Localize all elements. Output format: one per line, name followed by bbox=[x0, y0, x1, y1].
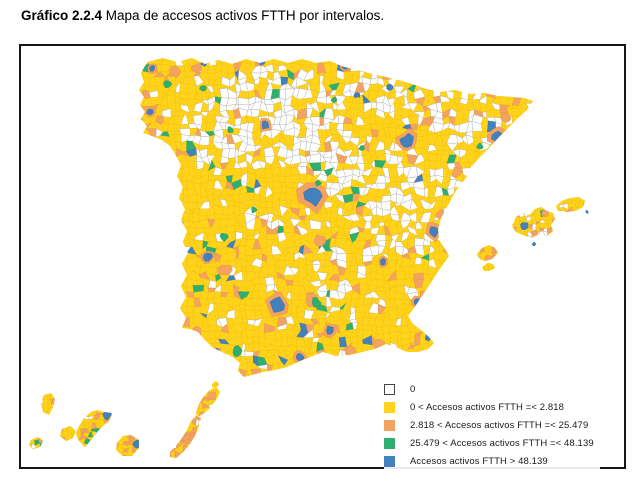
legend-label: 25.479 < Accesos activos FTTH =< 48.139 bbox=[410, 437, 594, 449]
legend-swatch-yellow bbox=[384, 401, 395, 413]
legend-item: 0 < Accesos activos FTTH =< 2.818 bbox=[384, 398, 594, 416]
legend-swatch-orange bbox=[384, 419, 395, 431]
legend-swatch-blue bbox=[384, 455, 395, 467]
legend-swatch-zero bbox=[384, 383, 395, 395]
legend-label: 0 < Accesos activos FTTH =< 2.818 bbox=[410, 401, 565, 413]
figure-number: Gráfico 2.2.4 bbox=[21, 8, 103, 23]
map-legend: 0 0 < Accesos activos FTTH =< 2.818 2.81… bbox=[384, 380, 600, 470]
legend-item: Accesos activos FTTH > 48.139 bbox=[384, 452, 594, 470]
legend-label: 2.818 < Accesos activos FTTH =< 25.479 bbox=[410, 419, 589, 431]
legend-item: 0 bbox=[384, 380, 594, 398]
legend-item: 2.818 < Accesos activos FTTH =< 25.479 bbox=[384, 416, 594, 434]
figure-caption: Mapa de accesos activos FTTH por interva… bbox=[102, 8, 385, 23]
legend-label: Accesos activos FTTH > 48.139 bbox=[410, 455, 548, 467]
figure-title: Gráfico 2.2.4 Mapa de accesos activos FT… bbox=[21, 8, 384, 23]
legend-item: 25.479 < Accesos activos FTTH =< 48.139 bbox=[384, 434, 594, 452]
legend-swatch-green bbox=[384, 437, 395, 449]
legend-label: 0 bbox=[410, 383, 416, 395]
